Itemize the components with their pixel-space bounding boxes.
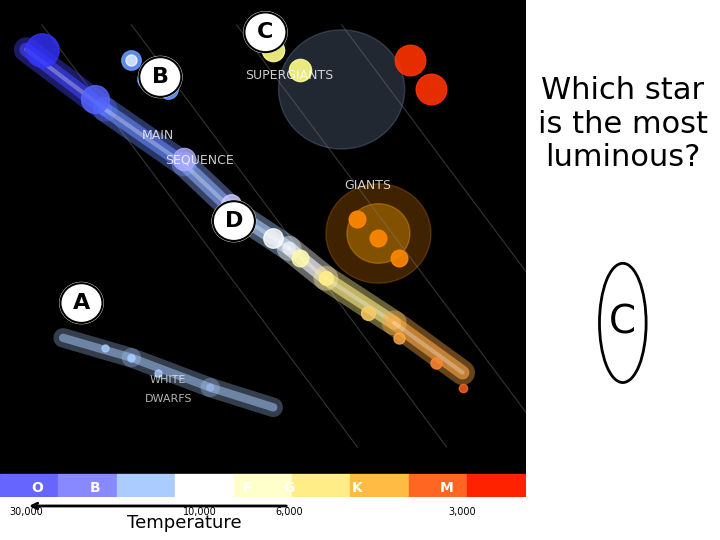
Text: D: D [225, 211, 243, 231]
Bar [351, 475, 409, 497]
Text: A: A [73, 293, 90, 313]
Text: A: A [194, 481, 205, 495]
Bar [292, 475, 351, 497]
Circle shape [600, 264, 646, 382]
Circle shape [347, 204, 410, 264]
Text: Which star
is the most
luminous?: Which star is the most luminous? [538, 76, 708, 172]
Bar [0, 475, 58, 497]
Text: 3,000: 3,000 [449, 507, 477, 517]
Text: O: O [31, 481, 42, 495]
Text: 30,000: 30,000 [9, 507, 43, 517]
Bar [409, 475, 467, 497]
Text: C: C [257, 22, 274, 42]
Text: GIANTS: GIANTS [344, 179, 392, 192]
Text: DWARFS: DWARFS [145, 394, 192, 404]
Circle shape [60, 283, 102, 323]
Bar [467, 475, 526, 497]
Text: 6,000: 6,000 [275, 507, 303, 517]
Text: WHITE: WHITE [150, 375, 186, 384]
Text: B: B [152, 67, 168, 87]
Circle shape [244, 12, 287, 52]
Text: F: F [243, 481, 252, 495]
Bar [117, 475, 175, 497]
Circle shape [279, 30, 405, 149]
Text: M: M [440, 481, 454, 495]
Text: K: K [352, 481, 363, 495]
Bar [175, 475, 233, 497]
Text: 10,000: 10,000 [183, 507, 217, 517]
Bar [58, 475, 117, 497]
Text: G: G [284, 481, 294, 495]
Circle shape [139, 57, 181, 97]
Text: B: B [89, 481, 100, 495]
Bar [233, 475, 292, 497]
Text: C: C [609, 304, 636, 342]
Text: SUPERGIANTS: SUPERGIANTS [245, 70, 333, 83]
Text: SEQUENCE: SEQUENCE [166, 154, 234, 167]
Text: Temperature: Temperature [127, 514, 241, 532]
Circle shape [326, 184, 431, 283]
Circle shape [213, 201, 255, 241]
Text: MAIN: MAIN [142, 129, 174, 142]
